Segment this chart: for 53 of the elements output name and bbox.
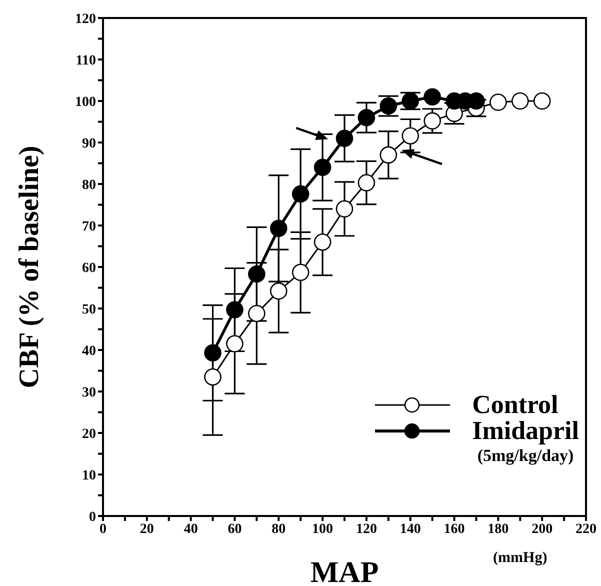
point bbox=[424, 88, 441, 106]
y-tick-label: 0 bbox=[89, 510, 96, 525]
point bbox=[490, 94, 507, 111]
point bbox=[270, 220, 288, 238]
point bbox=[226, 335, 244, 352]
point bbox=[380, 146, 398, 164]
x-tick-label: 40 bbox=[184, 522, 198, 537]
x-tick-label: 200 bbox=[532, 522, 553, 537]
point bbox=[336, 200, 354, 218]
x-tick-label: 0 bbox=[100, 522, 106, 537]
point bbox=[292, 264, 310, 282]
y-tick-label: 70 bbox=[82, 219, 96, 234]
point bbox=[248, 304, 266, 322]
point bbox=[424, 112, 441, 130]
point bbox=[336, 130, 354, 147]
y-tick-label: 120 bbox=[75, 12, 96, 27]
point bbox=[204, 344, 222, 362]
point bbox=[248, 265, 266, 283]
legend-label: Imidapril (5mg/kg/day) bbox=[472, 416, 579, 467]
x-tick-label: 180 bbox=[488, 522, 509, 537]
point bbox=[358, 108, 376, 126]
y-tick-label: 60 bbox=[82, 260, 96, 276]
x-axis-title: MAP bbox=[310, 556, 379, 586]
point bbox=[511, 92, 529, 110]
point bbox=[402, 127, 420, 145]
y-tick-label: 40 bbox=[82, 344, 96, 359]
y-tick-label: 110 bbox=[76, 53, 96, 68]
point bbox=[314, 158, 332, 176]
point bbox=[204, 368, 222, 386]
point bbox=[533, 92, 551, 110]
x-tick-label: 100 bbox=[312, 522, 334, 537]
y-tick-label: 10 bbox=[82, 468, 96, 484]
y-tick-label: 90 bbox=[82, 136, 96, 152]
x-tick-label: 220 bbox=[576, 522, 596, 537]
y-tick-label: 80 bbox=[82, 178, 96, 193]
x-tick-label: 60 bbox=[228, 522, 242, 537]
x-tick-label: 80 bbox=[272, 522, 286, 537]
y-tick-label: 30 bbox=[82, 385, 96, 400]
point bbox=[358, 174, 376, 192]
y-tick-label: 50 bbox=[82, 302, 96, 318]
x-tick-label: 140 bbox=[400, 522, 421, 537]
text: (mmHg) bbox=[493, 550, 548, 566]
x-tick-label: 120 bbox=[356, 522, 377, 537]
y-tick-label: 100 bbox=[75, 94, 96, 110]
point bbox=[270, 282, 288, 300]
x-tick-label: 20 bbox=[140, 522, 154, 537]
x-tick-label: 160 bbox=[444, 522, 465, 537]
point bbox=[314, 233, 332, 251]
y-tick-label: 20 bbox=[82, 426, 96, 442]
y-axis-title: CBF (% of baseline) bbox=[14, 146, 45, 388]
point bbox=[226, 301, 244, 318]
point bbox=[292, 185, 310, 203]
legend-label: Control bbox=[472, 390, 558, 419]
